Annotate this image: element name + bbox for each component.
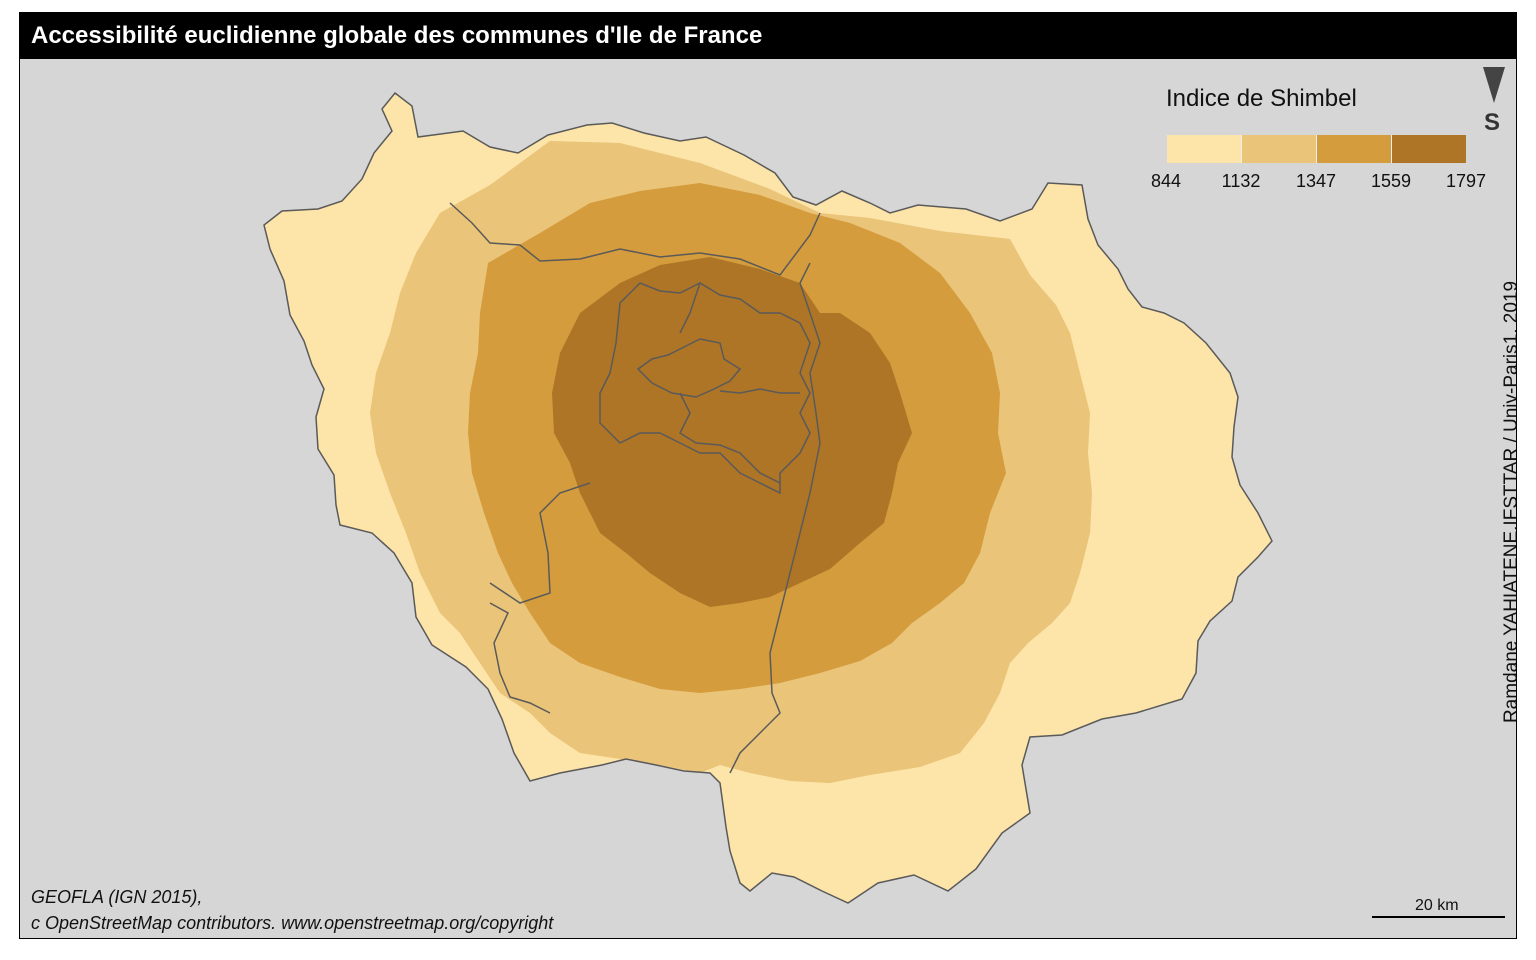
map-title: Accessibilité euclidienne globale des co… xyxy=(20,13,1516,59)
boundary-hauts-de-seine xyxy=(599,282,811,495)
legend-swatch-3 xyxy=(1317,135,1392,163)
boundary-seine-et-marne xyxy=(779,262,821,614)
boundary-inner-ring xyxy=(679,392,781,484)
author-credit: Ramdane YAHIATENE,IFSTTAR / Univ-Paris1,… xyxy=(1501,280,1517,724)
legend-break-2: 1132 xyxy=(1221,171,1261,191)
legend-swatch-2 xyxy=(1242,135,1317,163)
scale-label: 20 km xyxy=(1415,897,1459,914)
boundary-essonne-seine-et-marne xyxy=(729,612,781,774)
department-boundaries xyxy=(449,202,821,774)
boundary-val-doise xyxy=(449,202,821,276)
source-line-1: GEOFLA (IGN 2015), xyxy=(31,887,203,907)
legend-title: Indice de Shimbel xyxy=(1166,85,1357,112)
legend-break-1: 844 xyxy=(1150,171,1182,191)
legend-swatch-4 xyxy=(1392,135,1466,163)
zone-class-4 xyxy=(552,257,912,607)
north-arrow-icon xyxy=(1483,67,1505,103)
map-canvas xyxy=(263,91,1273,904)
legend-swatch-1 xyxy=(1167,135,1242,163)
boundary-seine-saint-denis xyxy=(679,282,701,334)
legend-break-4: 1559 xyxy=(1370,171,1412,191)
north-arrow-letter: S xyxy=(1484,109,1501,136)
region-outline xyxy=(263,91,1273,904)
boundary-yvelines-west xyxy=(489,602,551,714)
map-frame: Accessibilité euclidienne globale des co… xyxy=(19,12,1517,939)
legend-break-3: 1347 xyxy=(1295,171,1337,191)
boundary-paris xyxy=(636,338,742,398)
boundary-yvelines-essonne xyxy=(489,482,591,604)
boundary-val-de-marne xyxy=(719,388,800,394)
legend-color-bar xyxy=(1167,135,1466,163)
accessibility-zones xyxy=(264,93,1272,903)
source-line-2: c OpenStreetMap contributors. www.openst… xyxy=(31,913,554,933)
legend-break-5: 1797 xyxy=(1445,171,1487,191)
scale-bar xyxy=(1372,916,1505,918)
